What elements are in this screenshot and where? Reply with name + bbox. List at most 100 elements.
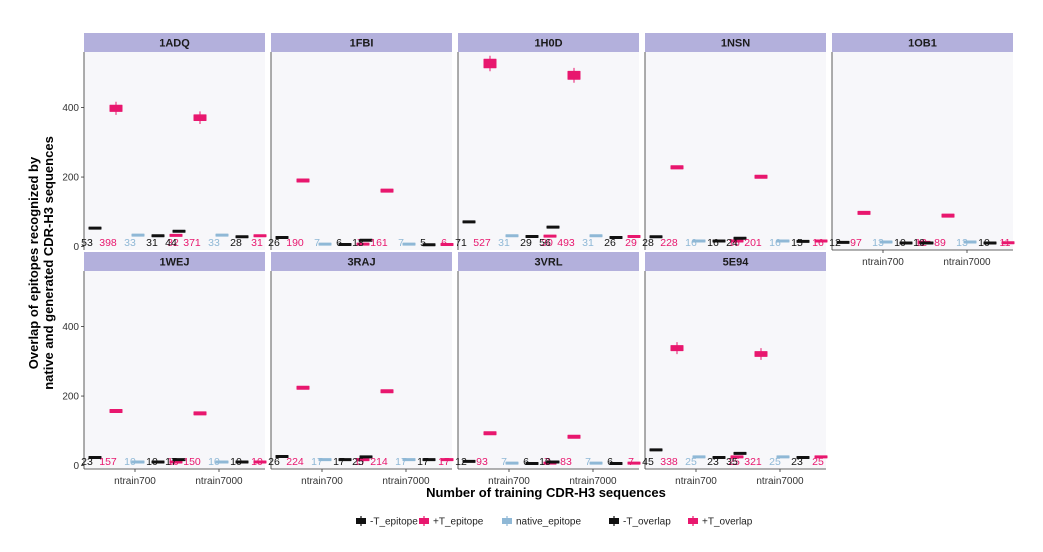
box-+T_overlap	[440, 458, 454, 462]
value-label-+T_overlap: 17	[354, 456, 366, 468]
box--T_epitope	[920, 241, 934, 245]
box-+T_overlap	[543, 234, 557, 238]
value-label--T_overlap: 6	[336, 237, 342, 249]
box--T_epitope	[172, 458, 186, 462]
box--T_overlap	[712, 456, 726, 460]
value-label-native_epitope: 7	[314, 237, 320, 249]
box-+T_epitope	[754, 174, 768, 179]
value-label-native_epitope: 16	[769, 237, 781, 249]
value-label-+T_overlap: 17	[438, 456, 450, 468]
value-label--T_epitope: 56	[539, 237, 551, 249]
box-+T_epitope	[296, 178, 310, 183]
legend-key-box	[356, 518, 366, 524]
value-label--T_overlap: 28	[230, 237, 242, 249]
value-label--T_overlap: 16	[707, 237, 719, 249]
box-+T_epitope	[941, 213, 955, 218]
box-native_epitope	[318, 458, 332, 462]
value-label-+T_overlap: 32	[167, 237, 179, 249]
panel-title: 3VRL	[534, 257, 562, 269]
value-label-native_epitope: 16	[685, 237, 697, 249]
box-+T_overlap	[627, 461, 641, 465]
panel-3VRL: 3VRLntrain700ntrain700012937671083767	[455, 252, 641, 487]
box--T_epitope	[733, 451, 747, 455]
box-native_epitope	[589, 234, 603, 238]
y-tick-label: 400	[62, 322, 79, 333]
box-native_epitope	[776, 455, 790, 459]
value-label-native_epitope: 31	[582, 237, 594, 249]
x-tick-label: ntrain7000	[569, 476, 617, 487]
box--T_overlap	[422, 458, 436, 462]
value-label-+T_epitope: 83	[560, 456, 572, 468]
value-label-native_epitope: 10	[208, 456, 220, 468]
value-label--T_overlap: 23	[791, 456, 803, 468]
value-label-native_epitope: 33	[208, 237, 220, 249]
box--T_overlap	[609, 461, 623, 465]
legend-item-native_epitope: native_epitope	[502, 516, 581, 528]
value-label--T_epitope: 10	[913, 237, 925, 249]
legend-item-+T_overlap: +T_overlap	[688, 516, 753, 528]
value-label-native_epitope: 33	[124, 237, 136, 249]
box--T_overlap	[338, 242, 352, 246]
box--T_epitope	[359, 455, 373, 459]
box--T_epitope	[359, 238, 373, 242]
box-+T_overlap	[356, 458, 370, 462]
box-+T_epitope	[670, 165, 684, 170]
value-label-+T_epitope: 89	[934, 237, 946, 249]
legend-label: -T_overlap	[623, 517, 671, 528]
value-label-native_epitope: 7	[501, 456, 507, 468]
y-tick-label: 0	[73, 242, 79, 253]
value-label--T_epitope: 25	[352, 456, 364, 468]
value-label-+T_epitope: 93	[476, 456, 488, 468]
box--T_overlap	[796, 239, 810, 243]
box--T_epitope	[462, 459, 476, 463]
box-+T_overlap	[1001, 241, 1015, 245]
value-label--T_overlap: 17	[333, 456, 345, 468]
value-label-+T_epitope: 201	[744, 237, 762, 249]
value-label--T_epitope: 53	[81, 237, 93, 249]
value-label--T_epitope: 28	[642, 237, 654, 249]
value-label-+T_overlap: 10	[167, 456, 179, 468]
value-label--T_overlap: 23	[707, 456, 719, 468]
box-native_epitope	[692, 239, 706, 243]
value-label-+T_overlap: 7	[628, 456, 634, 468]
value-label--T_epitope: 12	[829, 237, 841, 249]
box-native_epitope	[402, 458, 416, 462]
box--T_epitope	[275, 235, 289, 239]
value-label--T_epitope: 44	[165, 237, 177, 249]
box-+T_epitope	[380, 389, 394, 394]
box--T_epitope	[546, 460, 560, 464]
value-label-native_epitope: 10	[124, 456, 136, 468]
value-label--T_epitope: 10	[539, 456, 551, 468]
value-label-+T_epitope: 161	[370, 237, 388, 249]
box--T_overlap	[525, 461, 539, 465]
value-label--T_epitope: 18	[352, 237, 364, 249]
box-native_epitope	[776, 239, 790, 243]
y-tick-label: 200	[62, 392, 79, 403]
panel-title: 1NSN	[721, 38, 750, 50]
box--T_epitope	[649, 235, 663, 239]
value-label--T_overlap: 31	[146, 237, 158, 249]
box-+T_epitope	[109, 408, 123, 413]
box--T_overlap	[983, 241, 997, 245]
value-label-native_epitope: 13	[956, 237, 968, 249]
box--T_epitope	[88, 456, 102, 460]
legend-item-+T_epitope: +T_epitope	[419, 516, 484, 528]
panel-background	[458, 52, 639, 250]
panel-title: 1FBI	[350, 38, 374, 50]
legend-item--T_overlap: -T_overlap	[609, 516, 671, 528]
value-label-native_epitope: 17	[311, 456, 323, 468]
panel-title: 1H0D	[534, 38, 562, 50]
box--T_epitope	[172, 229, 186, 233]
box-+T_overlap	[169, 233, 183, 237]
value-label--T_overlap: 10	[146, 456, 158, 468]
box-+T_overlap	[253, 460, 267, 464]
box--T_epitope	[836, 240, 850, 244]
box-native_epitope	[505, 461, 519, 465]
box-+T_overlap	[730, 239, 744, 243]
box-native_epitope	[318, 242, 332, 246]
panel-strip	[645, 252, 826, 271]
value-label-+T_overlap: 11	[1000, 237, 1011, 249]
value-label--T_epitope: 71	[455, 237, 467, 249]
